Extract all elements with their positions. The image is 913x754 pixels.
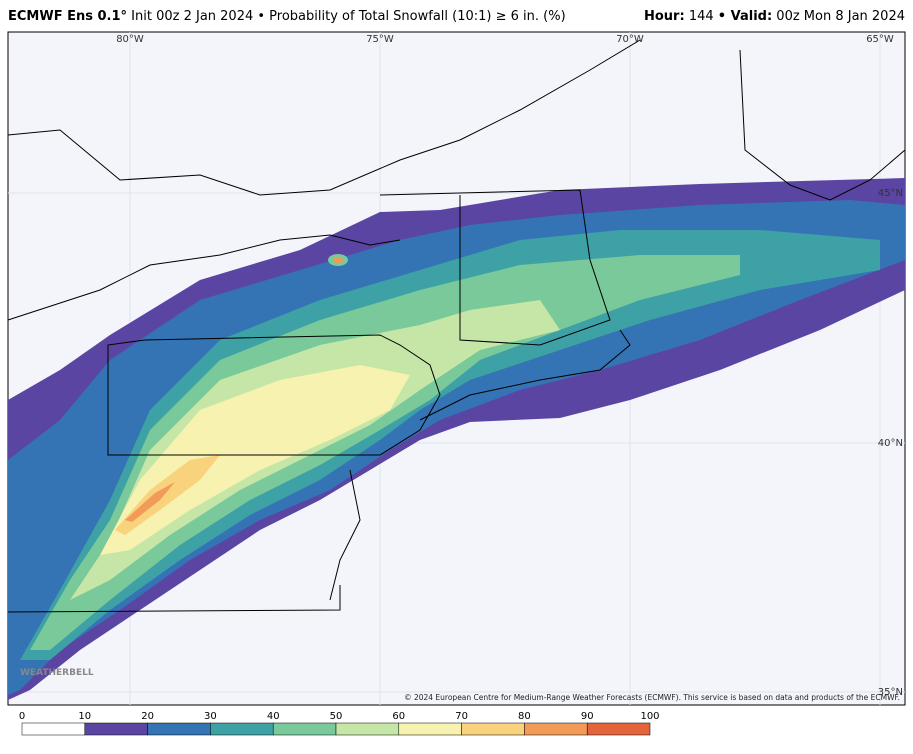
- header-title: ECMWF Ens 0.1° Init 00z 2 Jan 2024 • Pro…: [8, 9, 566, 24]
- colorbar-segment: [84, 722, 148, 736]
- colorbar-segment: [524, 722, 588, 736]
- colorbar-segment: [586, 722, 651, 736]
- hour: 144: [689, 9, 714, 24]
- copyright: © 2024 European Centre for Medium-Range …: [404, 693, 900, 702]
- colorbar: 0 10 20 30 40 50 60 70 80 90 100: [19, 711, 660, 736]
- longitude-label: 65°W: [866, 34, 894, 45]
- model-name: ECMWF Ens 0.1°: [8, 9, 127, 24]
- colorbar-tick-label: 100: [640, 711, 659, 722]
- latitude-label: 45°N: [878, 188, 903, 199]
- logo: WEATHERBELL: [20, 668, 94, 678]
- longitude-label: 80°W: [116, 34, 144, 45]
- colorbar-tick-label: 10: [78, 711, 91, 722]
- colorbar-segment: [461, 722, 525, 736]
- colorbar-segment: [335, 722, 400, 736]
- colorbar-tick-label: 70: [455, 711, 468, 722]
- colorbar-tick-label: 30: [204, 711, 217, 722]
- longitude-label: 75°W: [366, 34, 394, 45]
- colorbar-tick-label: 50: [330, 711, 343, 722]
- colorbar-segment: [398, 722, 462, 736]
- map: 80°W 75°W 70°W 65°W 45°N 40°N 35°N WEATHERBELL…: [7, 31, 906, 706]
- colorbar-tick-label: 80: [518, 711, 531, 722]
- colorbar-segment: [272, 722, 337, 736]
- header-valid: Hour: 144 • Valid: 00z Mon 8 Jan 2024: [644, 9, 905, 24]
- hour-label: Hour:: [644, 9, 685, 24]
- valid: 00z Mon 8 Jan 2024: [776, 9, 905, 24]
- valid-label: • Valid:: [718, 9, 772, 24]
- colorbar-tick-label: 0: [19, 711, 25, 722]
- colorbar-tick-label: 40: [267, 711, 280, 722]
- colorbar-segment: [21, 722, 86, 736]
- latitude-label: 40°N: [878, 438, 903, 449]
- snow-probability: [8, 178, 905, 700]
- colorbar-tick-label: 90: [581, 711, 594, 722]
- colorbar-tick-label: 60: [392, 711, 405, 722]
- coordinate-labels: 80°W 75°W 70°W 65°W 45°N 40°N 35°N: [116, 34, 903, 698]
- colorbar-tick-label: 20: [141, 711, 154, 722]
- longitude-label: 70°W: [616, 34, 644, 45]
- title: Init 00z 2 Jan 2024 • Probability of Tot…: [131, 9, 566, 24]
- colorbar-segment: [147, 722, 211, 736]
- boundaries: [7, 39, 906, 613]
- colorbar-segment: [210, 722, 274, 736]
- latitude-label: 35°N: [878, 687, 903, 698]
